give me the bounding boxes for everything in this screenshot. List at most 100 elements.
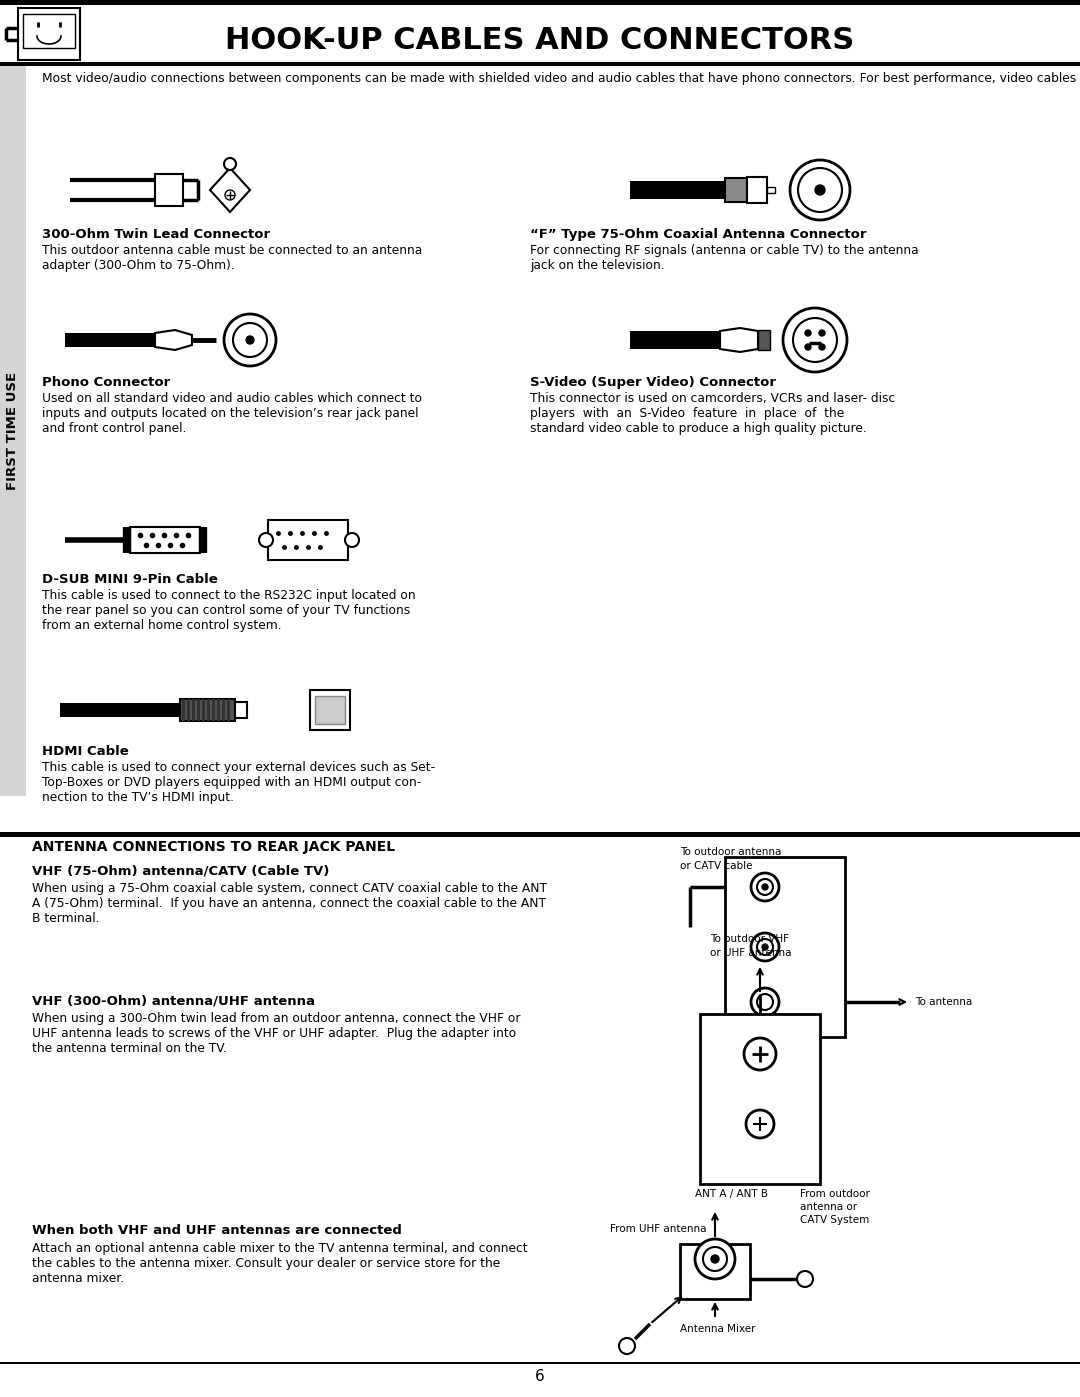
Circle shape: [619, 1338, 635, 1354]
Circle shape: [259, 534, 273, 548]
Circle shape: [789, 161, 850, 219]
Text: Most video/audio connections between components can be made with shielded video : Most video/audio connections between com…: [42, 73, 1080, 85]
Bar: [0, 66, 26, 796]
Circle shape: [751, 873, 779, 901]
Bar: [217, 698, 220, 721]
Bar: [268, 520, 348, 560]
Circle shape: [224, 158, 237, 170]
Circle shape: [757, 879, 773, 895]
Bar: [222, 698, 225, 721]
Bar: [767, 187, 775, 193]
Polygon shape: [156, 330, 192, 351]
Bar: [202, 698, 205, 721]
Bar: [18, 8, 80, 60]
Bar: [315, 696, 345, 724]
Text: This cable is used to connect your external devices such as Set-
Top-Boxes or DV: This cable is used to connect your exter…: [42, 761, 435, 805]
Text: antenna or: antenna or: [800, 1201, 858, 1213]
Text: 6: 6: [535, 1369, 545, 1384]
Circle shape: [751, 988, 779, 1016]
Circle shape: [793, 319, 837, 362]
Circle shape: [345, 534, 359, 548]
Bar: [630, 182, 725, 198]
Bar: [187, 698, 190, 721]
Text: When both VHF and UHF antennas are connected: When both VHF and UHF antennas are conne…: [32, 1224, 402, 1236]
Circle shape: [815, 184, 825, 196]
Bar: [700, 1014, 820, 1185]
Bar: [680, 1243, 750, 1299]
Circle shape: [805, 330, 811, 337]
Circle shape: [746, 1111, 774, 1139]
Text: This outdoor antenna cable must be connected to an antenna
adapter (300-Ohm to 7: This outdoor antenna cable must be conne…: [42, 244, 422, 272]
Text: To outdoor VHF: To outdoor VHF: [710, 935, 789, 944]
Text: This connector is used on camcorders, VCRs and laser- disc
players  with  an  S-: This connector is used on camcorders, VC…: [530, 393, 895, 434]
Text: FIRST TIME USE: FIRST TIME USE: [6, 372, 19, 490]
Text: When using a 300-Ohm twin lead from an outdoor antenna, connect the VHF or
UHF a: When using a 300-Ohm twin lead from an o…: [32, 1011, 521, 1055]
Circle shape: [711, 1255, 719, 1263]
Circle shape: [798, 168, 842, 212]
Circle shape: [805, 344, 811, 351]
Bar: [60, 703, 180, 717]
Circle shape: [225, 190, 235, 200]
Circle shape: [819, 330, 825, 337]
Circle shape: [703, 1248, 727, 1271]
Bar: [747, 177, 767, 203]
Bar: [630, 331, 720, 349]
Circle shape: [783, 307, 847, 372]
Text: “F” Type 75-Ohm Coaxial Antenna Connector: “F” Type 75-Ohm Coaxial Antenna Connecto…: [530, 228, 866, 242]
Bar: [227, 698, 230, 721]
Bar: [235, 703, 247, 718]
Text: HDMI Cable: HDMI Cable: [42, 745, 129, 759]
Text: Antenna Mixer: Antenna Mixer: [680, 1324, 756, 1334]
Text: 300-Ohm Twin Lead Connector: 300-Ohm Twin Lead Connector: [42, 228, 270, 242]
Text: This cable is used to connect to the RS232C input located on
the rear panel so y: This cable is used to connect to the RS2…: [42, 590, 416, 631]
Circle shape: [762, 944, 768, 950]
Text: CATV System: CATV System: [800, 1215, 869, 1225]
Bar: [23, 14, 75, 47]
Circle shape: [797, 1271, 813, 1287]
Bar: [207, 698, 210, 721]
Bar: [758, 330, 770, 351]
Text: VHF (75-Ohm) antenna/CATV (Cable TV): VHF (75-Ohm) antenna/CATV (Cable TV): [32, 863, 329, 877]
Bar: [310, 690, 350, 731]
Text: When using a 75-Ohm coaxial cable system, connect CATV coaxial cable to the ANT
: When using a 75-Ohm coaxial cable system…: [32, 882, 546, 925]
Circle shape: [696, 1239, 735, 1280]
Text: or UHF antenna: or UHF antenna: [710, 949, 792, 958]
Bar: [0, 0, 1080, 6]
Text: For connecting RF signals (antenna or cable TV) to the antenna
jack on the telev: For connecting RF signals (antenna or ca…: [530, 244, 919, 272]
Text: or CATV cable: or CATV cable: [680, 861, 753, 870]
Text: ANT A / ANT B: ANT A / ANT B: [696, 1189, 768, 1199]
Polygon shape: [720, 328, 758, 352]
Text: HOOK-UP CABLES AND CONNECTORS: HOOK-UP CABLES AND CONNECTORS: [226, 27, 854, 54]
Bar: [725, 856, 845, 1037]
Circle shape: [762, 884, 768, 890]
Polygon shape: [130, 527, 200, 553]
Bar: [0, 1362, 1080, 1363]
Bar: [0, 61, 1080, 66]
Circle shape: [819, 344, 825, 351]
Circle shape: [757, 995, 773, 1010]
Text: Phono Connector: Phono Connector: [42, 376, 171, 388]
Polygon shape: [210, 168, 249, 212]
Text: VHF (300-Ohm) antenna/UHF antenna: VHF (300-Ohm) antenna/UHF antenna: [32, 995, 315, 1007]
Circle shape: [757, 939, 773, 956]
Circle shape: [246, 337, 254, 344]
Bar: [180, 698, 235, 721]
Text: From UHF antenna: From UHF antenna: [610, 1224, 706, 1234]
Bar: [197, 698, 200, 721]
Circle shape: [224, 314, 276, 366]
Text: D-SUB MINI 9-Pin Cable: D-SUB MINI 9-Pin Cable: [42, 573, 218, 585]
Circle shape: [751, 933, 779, 961]
Bar: [212, 698, 215, 721]
Text: From outdoor: From outdoor: [800, 1189, 869, 1199]
Text: ANTENNA CONNECTIONS TO REAR JACK PANEL: ANTENNA CONNECTIONS TO REAR JACK PANEL: [32, 840, 395, 854]
Bar: [65, 332, 156, 346]
Text: Used on all standard video and audio cables which connect to
inputs and outputs : Used on all standard video and audio cab…: [42, 393, 422, 434]
Circle shape: [744, 1038, 777, 1070]
Circle shape: [233, 323, 267, 358]
Bar: [156, 175, 183, 205]
Bar: [192, 698, 195, 721]
Text: S-Video (Super Video) Connector: S-Video (Super Video) Connector: [530, 376, 777, 388]
Bar: [725, 177, 747, 203]
Bar: [183, 698, 185, 721]
Text: Attach an optional antenna cable mixer to the TV antenna terminal, and connect
t: Attach an optional antenna cable mixer t…: [32, 1242, 528, 1285]
